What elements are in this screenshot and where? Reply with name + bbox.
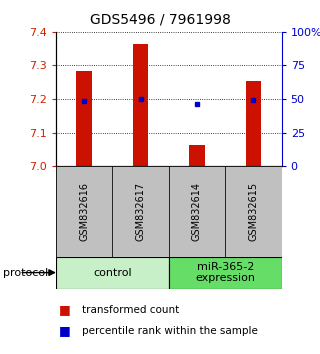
Text: percentile rank within the sample: percentile rank within the sample [82,326,258,336]
Text: GSM832615: GSM832615 [248,182,259,241]
Text: GSM832617: GSM832617 [136,182,146,241]
Bar [112,166,169,257]
Bar [76,70,92,166]
Text: GSM832616: GSM832616 [79,182,89,241]
Bar [56,257,169,289]
Bar [169,257,282,289]
Bar [189,144,205,166]
Text: ■: ■ [59,325,71,337]
Bar [245,81,261,166]
Bar [133,44,148,166]
Text: GDS5496 / 7961998: GDS5496 / 7961998 [90,12,230,27]
Bar [225,166,282,257]
Text: protocol: protocol [3,268,48,278]
Text: GSM832614: GSM832614 [192,182,202,241]
Text: transformed count: transformed count [82,305,179,315]
Bar [56,166,112,257]
Text: miR-365-2
expression: miR-365-2 expression [195,262,255,284]
Text: control: control [93,268,132,278]
Bar [169,166,225,257]
Text: ■: ■ [59,303,71,316]
